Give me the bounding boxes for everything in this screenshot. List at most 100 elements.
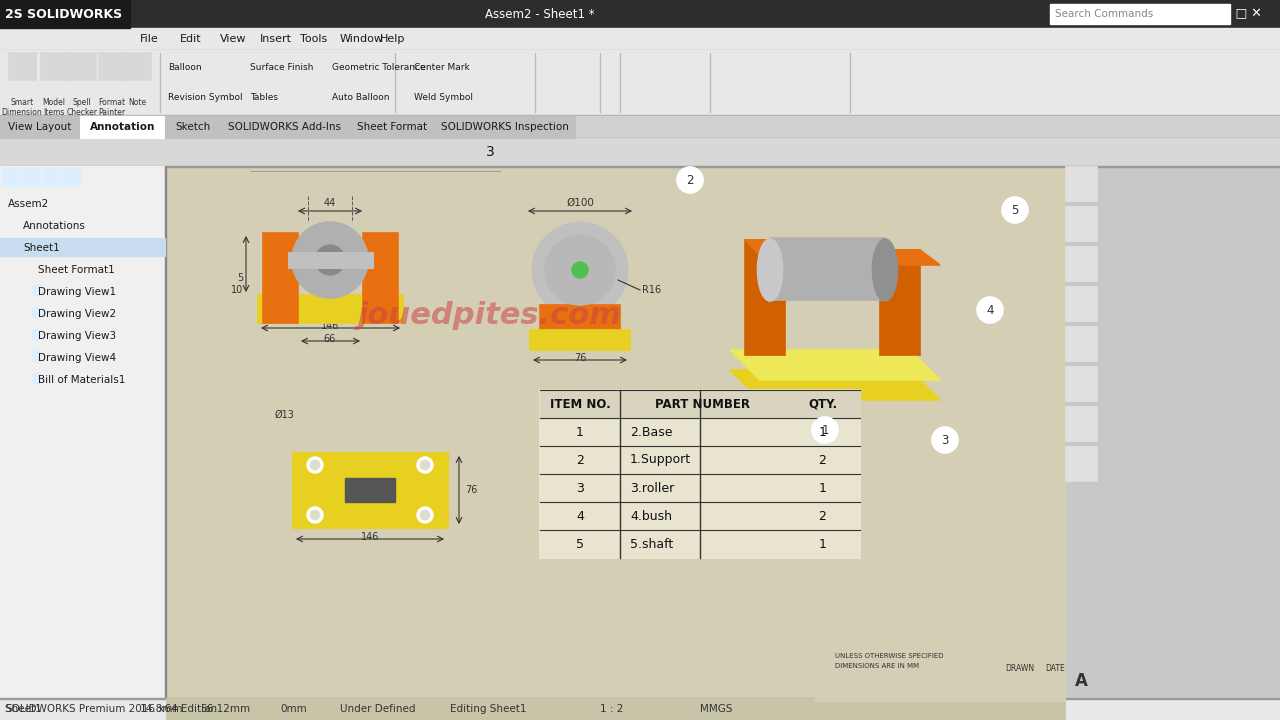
Text: Window: Window [340,34,384,44]
Text: 1: 1 [822,423,828,436]
Text: 0mm: 0mm [280,704,307,714]
Bar [32,285,40,295]
Circle shape [417,457,433,473]
Text: Auto Balloon: Auto Balloon [332,94,389,102]
Text: R16: R16 [643,285,662,295]
Bar [0,116,79,138]
Bar [0,138,1280,166]
Text: Sheet1: Sheet1 [5,704,42,714]
Text: SOLIDWORKS Add-Ins: SOLIDWORKS Add-Ins [229,122,342,132]
Bar [293,453,448,528]
Bar [0,50,1280,51]
Bar [771,238,884,300]
Text: Drawing View4: Drawing View4 [38,353,116,363]
Text: 4.bush: 4.bush [630,510,672,523]
Text: Surface Finish: Surface Finish [250,63,314,73]
Bar [1050,4,1230,24]
Text: 5: 5 [576,538,584,551]
Text: 2: 2 [686,174,694,186]
Bar [166,166,1065,698]
Bar [0,138,1280,139]
Bar [1065,286,1097,321]
Text: 4: 4 [576,510,584,523]
Bar [1065,366,1097,401]
Text: Insert: Insert [260,34,292,44]
Bar [32,373,40,383]
Circle shape [420,510,430,520]
Circle shape [417,507,433,523]
Bar [0,116,1280,138]
Text: 76: 76 [465,485,477,495]
Polygon shape [881,250,920,355]
Text: Note: Note [128,98,146,107]
Bar [0,166,1280,167]
Bar [530,330,630,350]
Bar [1065,206,1097,241]
Text: Annotation: Annotation [90,122,155,132]
Bar [1065,246,1097,281]
Text: 3: 3 [485,145,494,159]
Text: 5: 5 [237,273,243,283]
Text: 1: 1 [819,426,827,438]
Bar [40,52,68,80]
Bar [1065,326,1097,361]
Bar [1065,446,1097,481]
Polygon shape [745,240,800,255]
Ellipse shape [873,239,897,301]
Text: 5: 5 [1011,204,1019,217]
Circle shape [545,235,614,305]
Bar [32,329,40,339]
Circle shape [532,222,628,318]
Circle shape [307,457,323,473]
Text: PART NUMBER: PART NUMBER [655,397,750,410]
Text: Sheet Format: Sheet Format [357,122,428,132]
Text: 66: 66 [324,334,337,344]
Text: 1: 1 [819,482,827,495]
Bar [0,0,131,28]
Polygon shape [881,250,940,265]
Text: Bill of Materials1: Bill of Materials1 [38,375,125,385]
Text: DRAWN: DRAWN [1005,664,1034,673]
Text: Help: Help [380,34,406,44]
Bar [435,116,575,138]
Bar [349,116,435,138]
Text: 56.12mm: 56.12mm [200,704,250,714]
Text: Weld Symbol: Weld Symbol [413,94,474,102]
Text: 4: 4 [987,304,993,317]
Text: 1: 1 [576,426,584,438]
Bar [540,305,620,340]
Text: Sketch: Sketch [175,122,210,132]
Ellipse shape [758,239,782,301]
Text: Spell
Checker: Spell Checker [67,98,97,117]
Text: Revision Symbol: Revision Symbol [168,94,243,102]
Text: Ø13: Ø13 [275,410,294,420]
Text: QTY.: QTY. [808,397,837,410]
Circle shape [572,262,588,278]
Text: 10: 10 [544,340,556,350]
Text: Format
Painter: Format Painter [99,98,125,117]
Text: 2: 2 [819,510,827,523]
Text: 5.shaft: 5.shaft [630,538,673,551]
Text: 2S SOLIDWORKS: 2S SOLIDWORKS [5,7,122,20]
Text: A: A [1075,672,1088,690]
Circle shape [310,460,320,470]
Text: Assem2 - Sheet1 *: Assem2 - Sheet1 * [485,7,595,20]
Text: Editing Sheet1: Editing Sheet1 [451,704,526,714]
Text: 146: 146 [361,532,379,542]
Circle shape [315,245,346,275]
Text: Balloon: Balloon [168,63,202,73]
Text: SOLIDWORKS Inspection: SOLIDWORKS Inspection [442,122,568,132]
Bar [364,233,398,323]
Bar [99,52,125,80]
Text: 1: 1 [819,538,827,551]
Circle shape [420,460,430,470]
Text: Smart
Dimension: Smart Dimension [1,98,42,117]
Bar [166,698,1065,720]
Text: Tables: Tables [250,94,278,102]
Text: Assem2: Assem2 [8,199,49,209]
Bar [540,390,860,418]
Bar [123,52,151,80]
Polygon shape [745,240,785,355]
Text: File: File [140,34,159,44]
Text: Edit: Edit [180,34,202,44]
